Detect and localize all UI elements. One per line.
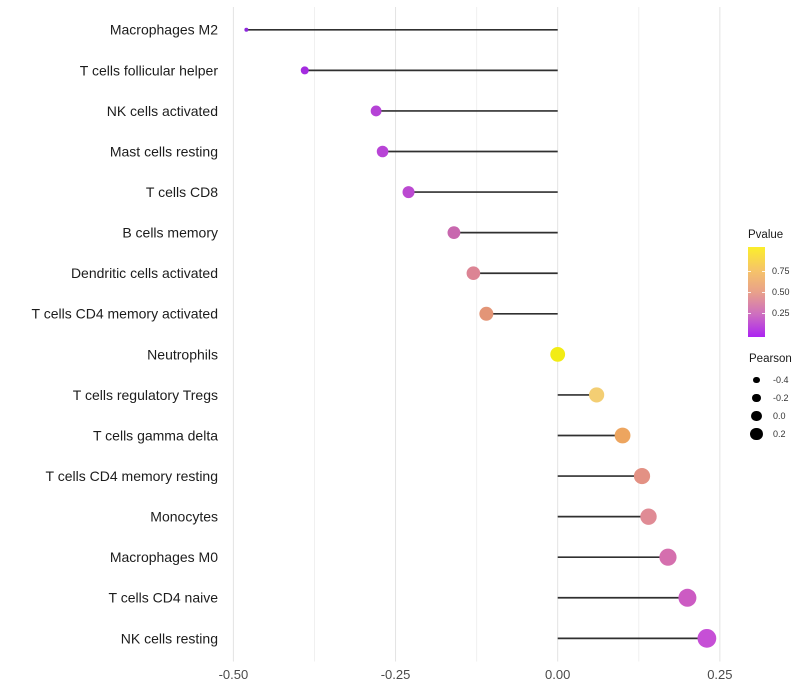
category-label: T cells follicular helper (80, 62, 219, 78)
x-tick-label: 0.25 (707, 667, 732, 682)
category-label: T cells CD4 naive (109, 590, 219, 606)
lollipop-dot (633, 467, 651, 485)
category-label: Dendritic cells activated (71, 265, 218, 281)
colorbar-tick-mark (762, 313, 765, 314)
x-tick-label: -0.25 (381, 667, 411, 682)
colorbar-tick-label: 0.75 (772, 266, 790, 276)
category-label: T cells CD4 memory activated (32, 306, 218, 322)
category-label: T cells regulatory Tregs (73, 387, 218, 403)
colorbar-tick-mark (762, 292, 765, 293)
lollipop-dot (402, 186, 415, 199)
colorbar-tick-mark (748, 292, 751, 293)
category-label: Macrophages M2 (110, 22, 218, 38)
pearson-key-label: -0.2 (773, 393, 789, 403)
lollipop-dot (370, 105, 382, 117)
colorbar-tick-label: 0.50 (772, 287, 790, 297)
pearson-key-label: 0.2 (773, 429, 786, 439)
pearson-key-label: 0.0 (773, 411, 786, 421)
pearson-legend-title: Pearson (749, 353, 792, 365)
colorbar-tick-label: 0.25 (772, 308, 790, 318)
lollipop-dot (376, 145, 389, 158)
pearson-key-dot-icon (752, 393, 761, 403)
pearson-key-dot-icon (753, 376, 760, 384)
category-label: T cells CD4 memory resting (46, 468, 218, 484)
pearson-key-dot-box (749, 427, 764, 441)
lollipop-dot (447, 226, 461, 240)
category-label: T cells gamma delta (93, 427, 218, 443)
pearson-size-key-row: 0.2 (749, 425, 792, 443)
x-tick-label: -0.50 (219, 667, 249, 682)
category-label: Neutrophils (147, 346, 218, 362)
pearson-key-dot-icon (750, 427, 763, 441)
pearson-size-legend: Pearson -0.4 -0.2 0.0 0.2 (749, 353, 792, 443)
category-label: Macrophages M0 (110, 549, 218, 565)
pvalue-legend: Pvalue 0.75 0.50 0.25 (748, 229, 790, 337)
category-label: T cells CD8 (146, 184, 218, 200)
pearson-size-key-row: -0.4 (749, 371, 792, 389)
colorbar-tick-mark (748, 313, 751, 314)
lollipop-dot (466, 266, 481, 281)
pearson-key-dot-icon (751, 410, 762, 422)
pearson-size-key-row: -0.2 (749, 389, 792, 407)
lollipop-dot (244, 27, 249, 32)
lollipop-dot (697, 628, 717, 648)
pearson-size-key-row: 0.0 (749, 407, 792, 425)
lollipop-dot (678, 588, 697, 607)
pearson-key-dot-box (749, 376, 764, 384)
pearson-key-dot-box (749, 393, 764, 403)
category-label: NK cells activated (107, 103, 218, 119)
pvalue-colorbar-gradient (748, 247, 765, 337)
category-label: Mast cells resting (110, 143, 218, 159)
colorbar-tick-mark (748, 271, 751, 272)
colorbar-tick-mark (762, 271, 765, 272)
category-label: Monocytes (150, 509, 218, 525)
lollipop-dot (550, 346, 566, 362)
pearson-key-dot-box (749, 410, 764, 422)
pvalue-colorbar-wrap: 0.75 0.50 0.25 (748, 247, 790, 337)
lollipop-dot (589, 387, 605, 403)
pearson-key-label: -0.4 (773, 375, 789, 385)
lollipop-dot (614, 427, 631, 444)
lollipop-dot (640, 508, 657, 525)
x-tick-label: 0.00 (545, 667, 570, 682)
category-label: B cells memory (122, 225, 218, 241)
lollipop-dot (300, 66, 309, 75)
lollipop-dot (659, 548, 677, 566)
category-label: NK cells resting (121, 630, 218, 646)
correlation-lollipop-plot: Macrophages M2 T cells follicular helper N… (32, 7, 733, 682)
pvalue-legend-title: Pvalue (748, 229, 784, 241)
lollipop-dot (479, 306, 494, 321)
